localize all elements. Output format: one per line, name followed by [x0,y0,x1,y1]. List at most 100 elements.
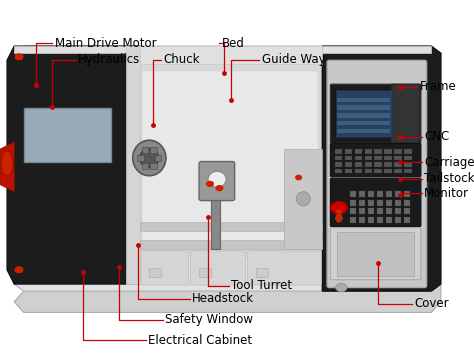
FancyBboxPatch shape [330,228,421,280]
FancyBboxPatch shape [199,162,235,201]
FancyBboxPatch shape [391,84,420,143]
Bar [404,149,412,154]
Ellipse shape [1,151,13,176]
Bar [386,191,392,197]
Polygon shape [140,64,322,256]
FancyBboxPatch shape [336,90,392,137]
Text: Hydraulics: Hydraulics [78,53,140,66]
Bar [395,200,401,206]
Bar [394,156,402,160]
Text: Carriage: Carriage [424,156,474,169]
Bar [337,98,390,102]
Polygon shape [322,46,441,291]
Bar [355,162,362,167]
Polygon shape [140,46,322,64]
Bar [335,156,342,160]
Bar [211,178,220,248]
Polygon shape [140,240,322,248]
Bar [368,191,374,197]
Bar [345,156,352,160]
Circle shape [207,181,213,186]
Bar [345,169,352,173]
Polygon shape [142,71,318,248]
Bar [149,268,161,277]
Bar [368,208,374,214]
Bar [404,156,412,160]
Circle shape [337,210,341,213]
Polygon shape [322,46,431,53]
Bar [404,162,412,167]
Bar [350,200,356,206]
Circle shape [330,201,347,214]
Bar [359,191,365,197]
FancyBboxPatch shape [330,178,421,226]
Bar [365,162,372,167]
Bar [384,169,392,173]
Text: Guide Way: Guide Way [262,53,325,66]
Circle shape [15,54,23,60]
Bar [345,162,352,167]
Polygon shape [126,46,140,284]
Text: Bed: Bed [222,37,245,50]
Bar [337,129,390,133]
Circle shape [337,214,341,218]
Bar [199,268,211,277]
Bar [345,149,352,154]
Bar [150,163,157,169]
Bar [404,208,410,214]
Text: Safety Window: Safety Window [165,313,253,326]
Ellipse shape [140,148,159,168]
Text: Electrical Cabinet: Electrical Cabinet [148,334,252,346]
Bar [386,208,392,214]
Polygon shape [284,149,322,248]
Bar [395,208,401,214]
Bar [359,208,365,214]
Circle shape [336,216,342,220]
Bar [404,191,410,197]
Bar [394,162,402,167]
Ellipse shape [208,171,226,187]
Text: Monitor: Monitor [424,187,469,200]
Bar [368,217,374,223]
Bar [374,149,382,154]
Bar [384,162,392,167]
Bar [404,169,412,173]
Bar [377,208,383,214]
Polygon shape [140,222,322,231]
Circle shape [216,186,223,191]
FancyBboxPatch shape [141,251,189,285]
Circle shape [336,216,342,220]
Text: Tool Turret: Tool Turret [231,279,292,292]
Bar [337,105,390,110]
Bar [350,191,356,197]
Bar [386,200,392,206]
Bar [142,163,148,169]
Circle shape [336,283,347,292]
Bar [335,149,342,154]
Bar [350,217,356,223]
Bar [337,113,390,118]
Polygon shape [14,46,140,53]
FancyBboxPatch shape [330,84,421,143]
Bar [384,149,392,154]
Bar [386,217,392,223]
Bar [374,162,382,167]
Bar [142,147,148,153]
Bar [377,191,383,197]
Bar [394,149,402,154]
Circle shape [337,218,341,222]
Bar [395,191,401,197]
Bar [359,217,365,223]
Bar [355,156,362,160]
Bar [365,169,372,173]
Bar [394,169,402,173]
Bar [256,268,268,277]
FancyBboxPatch shape [191,251,246,285]
Bar [365,149,372,154]
Polygon shape [14,284,441,312]
Bar [404,217,410,223]
Circle shape [15,267,23,273]
Bar [365,156,372,160]
Bar [404,200,410,206]
Bar [150,147,157,153]
